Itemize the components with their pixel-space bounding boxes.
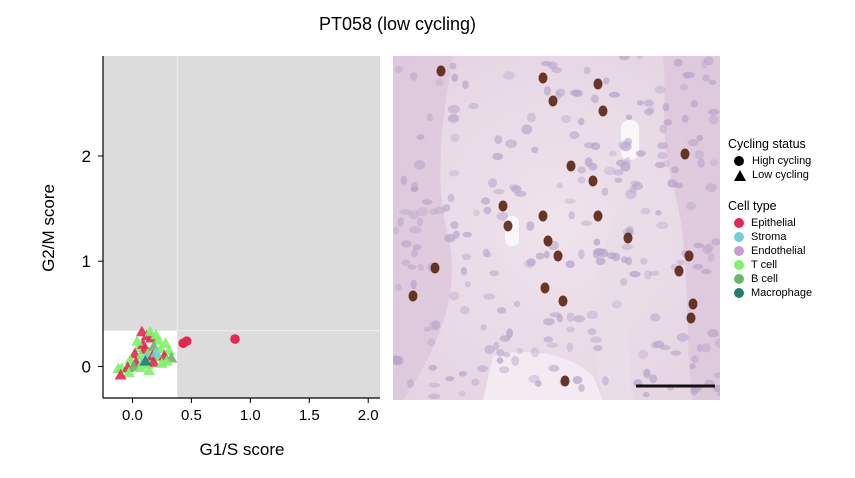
x-tick-label: 2.0 bbox=[358, 407, 379, 424]
color-swatch-icon bbox=[734, 288, 744, 298]
y-axis-ticks: 0 1 2 bbox=[82, 147, 103, 376]
x-axis-ticks: 0.0 0.5 1.0 1.5 2.0 bbox=[122, 398, 379, 424]
legend-item-epithelial: Epithelial bbox=[728, 216, 812, 230]
color-swatch-icon bbox=[734, 232, 744, 242]
data-point bbox=[131, 335, 144, 346]
data-point bbox=[147, 356, 160, 367]
legend-label: Endothelial bbox=[751, 245, 806, 257]
legend-item-high-cycling: High cycling bbox=[728, 154, 811, 168]
y-tick-label: 2 bbox=[82, 147, 91, 166]
data-point bbox=[159, 337, 172, 348]
x-tick-label: 0.5 bbox=[181, 407, 202, 424]
legend-cycling-title: Cycling status bbox=[728, 137, 806, 151]
legend-item-endothelial: Endothelial bbox=[728, 244, 812, 258]
data-point bbox=[163, 344, 176, 356]
data-point bbox=[127, 360, 140, 371]
color-swatch-icon bbox=[734, 246, 744, 256]
histology-image bbox=[393, 56, 720, 400]
data-point bbox=[160, 355, 173, 366]
data-point bbox=[230, 334, 240, 344]
legend-cell-type: Cell type Epithelial Stroma Endothelial … bbox=[728, 199, 812, 300]
data-point bbox=[137, 338, 150, 349]
legend-label: T cell bbox=[751, 259, 778, 271]
y-axis-label: G2/M score bbox=[39, 184, 58, 272]
circle-marker-icon bbox=[734, 156, 744, 166]
legend-label: Epithelial bbox=[751, 217, 796, 229]
legend-item-macrophage: Macrophage bbox=[728, 286, 812, 300]
legend-celltype-title: Cell type bbox=[728, 199, 777, 213]
legend-item-low-cycling: Low cycling bbox=[728, 168, 811, 182]
legend-label: High cycling bbox=[752, 155, 812, 167]
legend-label: Low cycling bbox=[752, 169, 809, 181]
scatter-plot: 0.0 0.5 1.0 1.5 2.0 0 1 2 G1/S score G2/M scor… bbox=[39, 56, 380, 459]
legend-item-t-cell: T cell bbox=[728, 258, 812, 272]
x-tick-label: 1.5 bbox=[299, 407, 320, 424]
color-swatch-icon bbox=[734, 274, 744, 284]
data-point bbox=[122, 366, 135, 378]
data-points bbox=[112, 325, 240, 380]
data-point bbox=[152, 334, 165, 345]
x-tick-label: 1.0 bbox=[240, 407, 261, 424]
data-point bbox=[142, 364, 155, 376]
data-point bbox=[150, 328, 163, 340]
data-point bbox=[144, 325, 157, 337]
legend-label: Stroma bbox=[751, 231, 787, 243]
x-tick-label: 0.0 bbox=[122, 407, 143, 424]
y-tick-label: 1 bbox=[82, 252, 91, 271]
data-point bbox=[150, 346, 163, 358]
legend-cycling-status: Cycling status High cycling Low cycling bbox=[728, 137, 811, 182]
cell-nuclei bbox=[393, 56, 720, 400]
y-tick-label: 0 bbox=[82, 357, 91, 376]
data-point bbox=[134, 361, 147, 372]
color-swatch-icon bbox=[734, 260, 744, 270]
legend-label: B cell bbox=[751, 273, 778, 285]
legend-label: Macrophage bbox=[751, 287, 813, 299]
data-point bbox=[178, 338, 188, 349]
data-point bbox=[114, 368, 127, 380]
chart-title: PT058 (low cycling) bbox=[318, 14, 477, 34]
color-swatch-icon bbox=[734, 218, 744, 228]
triangle-marker-icon bbox=[734, 169, 746, 181]
legend-item-stroma: Stroma bbox=[728, 230, 812, 244]
x-axis-label: G1/S score bbox=[199, 440, 284, 459]
legend-item-b-cell: B cell bbox=[728, 272, 812, 286]
data-point bbox=[139, 355, 152, 366]
